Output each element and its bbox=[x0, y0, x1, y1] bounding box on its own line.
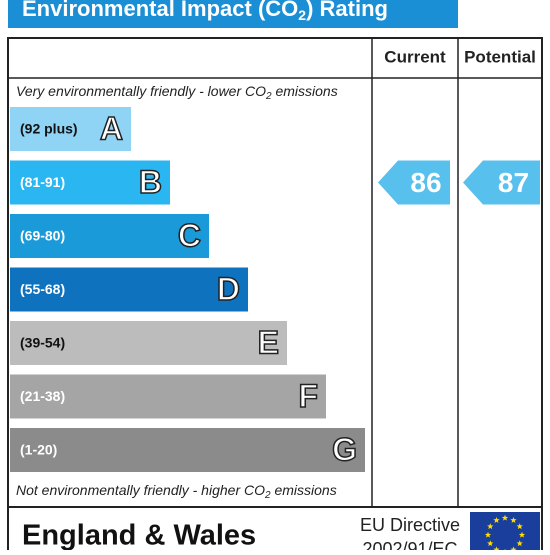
title: Environmental Impact (CO2) Rating bbox=[22, 0, 388, 23]
region: England & Wales bbox=[22, 520, 256, 550]
note-sub: 2 bbox=[264, 490, 271, 501]
rating-arrow bbox=[378, 160, 450, 205]
band-letter: B bbox=[139, 164, 162, 200]
eu-star bbox=[493, 546, 500, 553]
eu-star bbox=[510, 546, 517, 553]
bottom-note: Not environmentally friendly - higher CO… bbox=[16, 482, 337, 501]
eu-star bbox=[484, 531, 492, 538]
rating-value: 87 bbox=[498, 167, 529, 198]
band-letter: E bbox=[258, 324, 279, 360]
band-letter: G bbox=[332, 431, 357, 467]
note-sub: 2 bbox=[265, 91, 272, 102]
column-header: Current bbox=[384, 47, 446, 66]
eu-star bbox=[516, 540, 523, 547]
eu-star bbox=[487, 540, 494, 547]
column-header: Potential bbox=[464, 47, 536, 66]
title-sub: 2 bbox=[298, 7, 306, 23]
eu-star bbox=[518, 531, 526, 538]
band-bar bbox=[10, 374, 326, 419]
band-range: (21-38) bbox=[20, 388, 65, 404]
band-range: (92 plus) bbox=[20, 121, 78, 137]
eu-star bbox=[510, 516, 517, 523]
band-range: (55-68) bbox=[20, 281, 65, 297]
note-text: emissions bbox=[271, 482, 337, 498]
directive-code: 2002/91/EC bbox=[362, 539, 457, 550]
band-letter: C bbox=[178, 217, 201, 253]
band-letter: F bbox=[298, 378, 318, 414]
eu-star bbox=[493, 516, 500, 523]
frame bbox=[7, 37, 543, 555]
directive: EU Directive bbox=[360, 515, 460, 535]
eu-star bbox=[487, 523, 494, 530]
band-range: (1-20) bbox=[20, 442, 57, 458]
band-letter: A bbox=[100, 110, 123, 146]
rating-arrow bbox=[463, 160, 540, 205]
eu-star bbox=[501, 514, 509, 521]
band-bar bbox=[10, 107, 131, 151]
band-range: (39-54) bbox=[20, 335, 65, 351]
band-range: (81-91) bbox=[20, 174, 65, 190]
band-bar bbox=[10, 214, 209, 258]
band-bar bbox=[10, 321, 287, 365]
band-bar bbox=[10, 160, 170, 205]
top-note: Very environmentally friendly - lower CO… bbox=[16, 83, 338, 102]
eu-star bbox=[516, 523, 523, 530]
rating-value: 86 bbox=[410, 167, 441, 198]
band-bar bbox=[10, 428, 365, 472]
band-letter: D bbox=[217, 271, 240, 307]
title-bar bbox=[8, 0, 458, 28]
title-text: ) Rating bbox=[306, 0, 388, 21]
note-text: Not environmentally friendly - higher CO bbox=[16, 482, 265, 498]
title-text: Environmental Impact (CO bbox=[22, 0, 298, 21]
note-text: Very environmentally friendly - lower CO bbox=[16, 83, 266, 99]
note-text: emissions bbox=[272, 83, 338, 99]
band-range: (69-80) bbox=[20, 228, 65, 244]
band-bar bbox=[10, 267, 248, 312]
